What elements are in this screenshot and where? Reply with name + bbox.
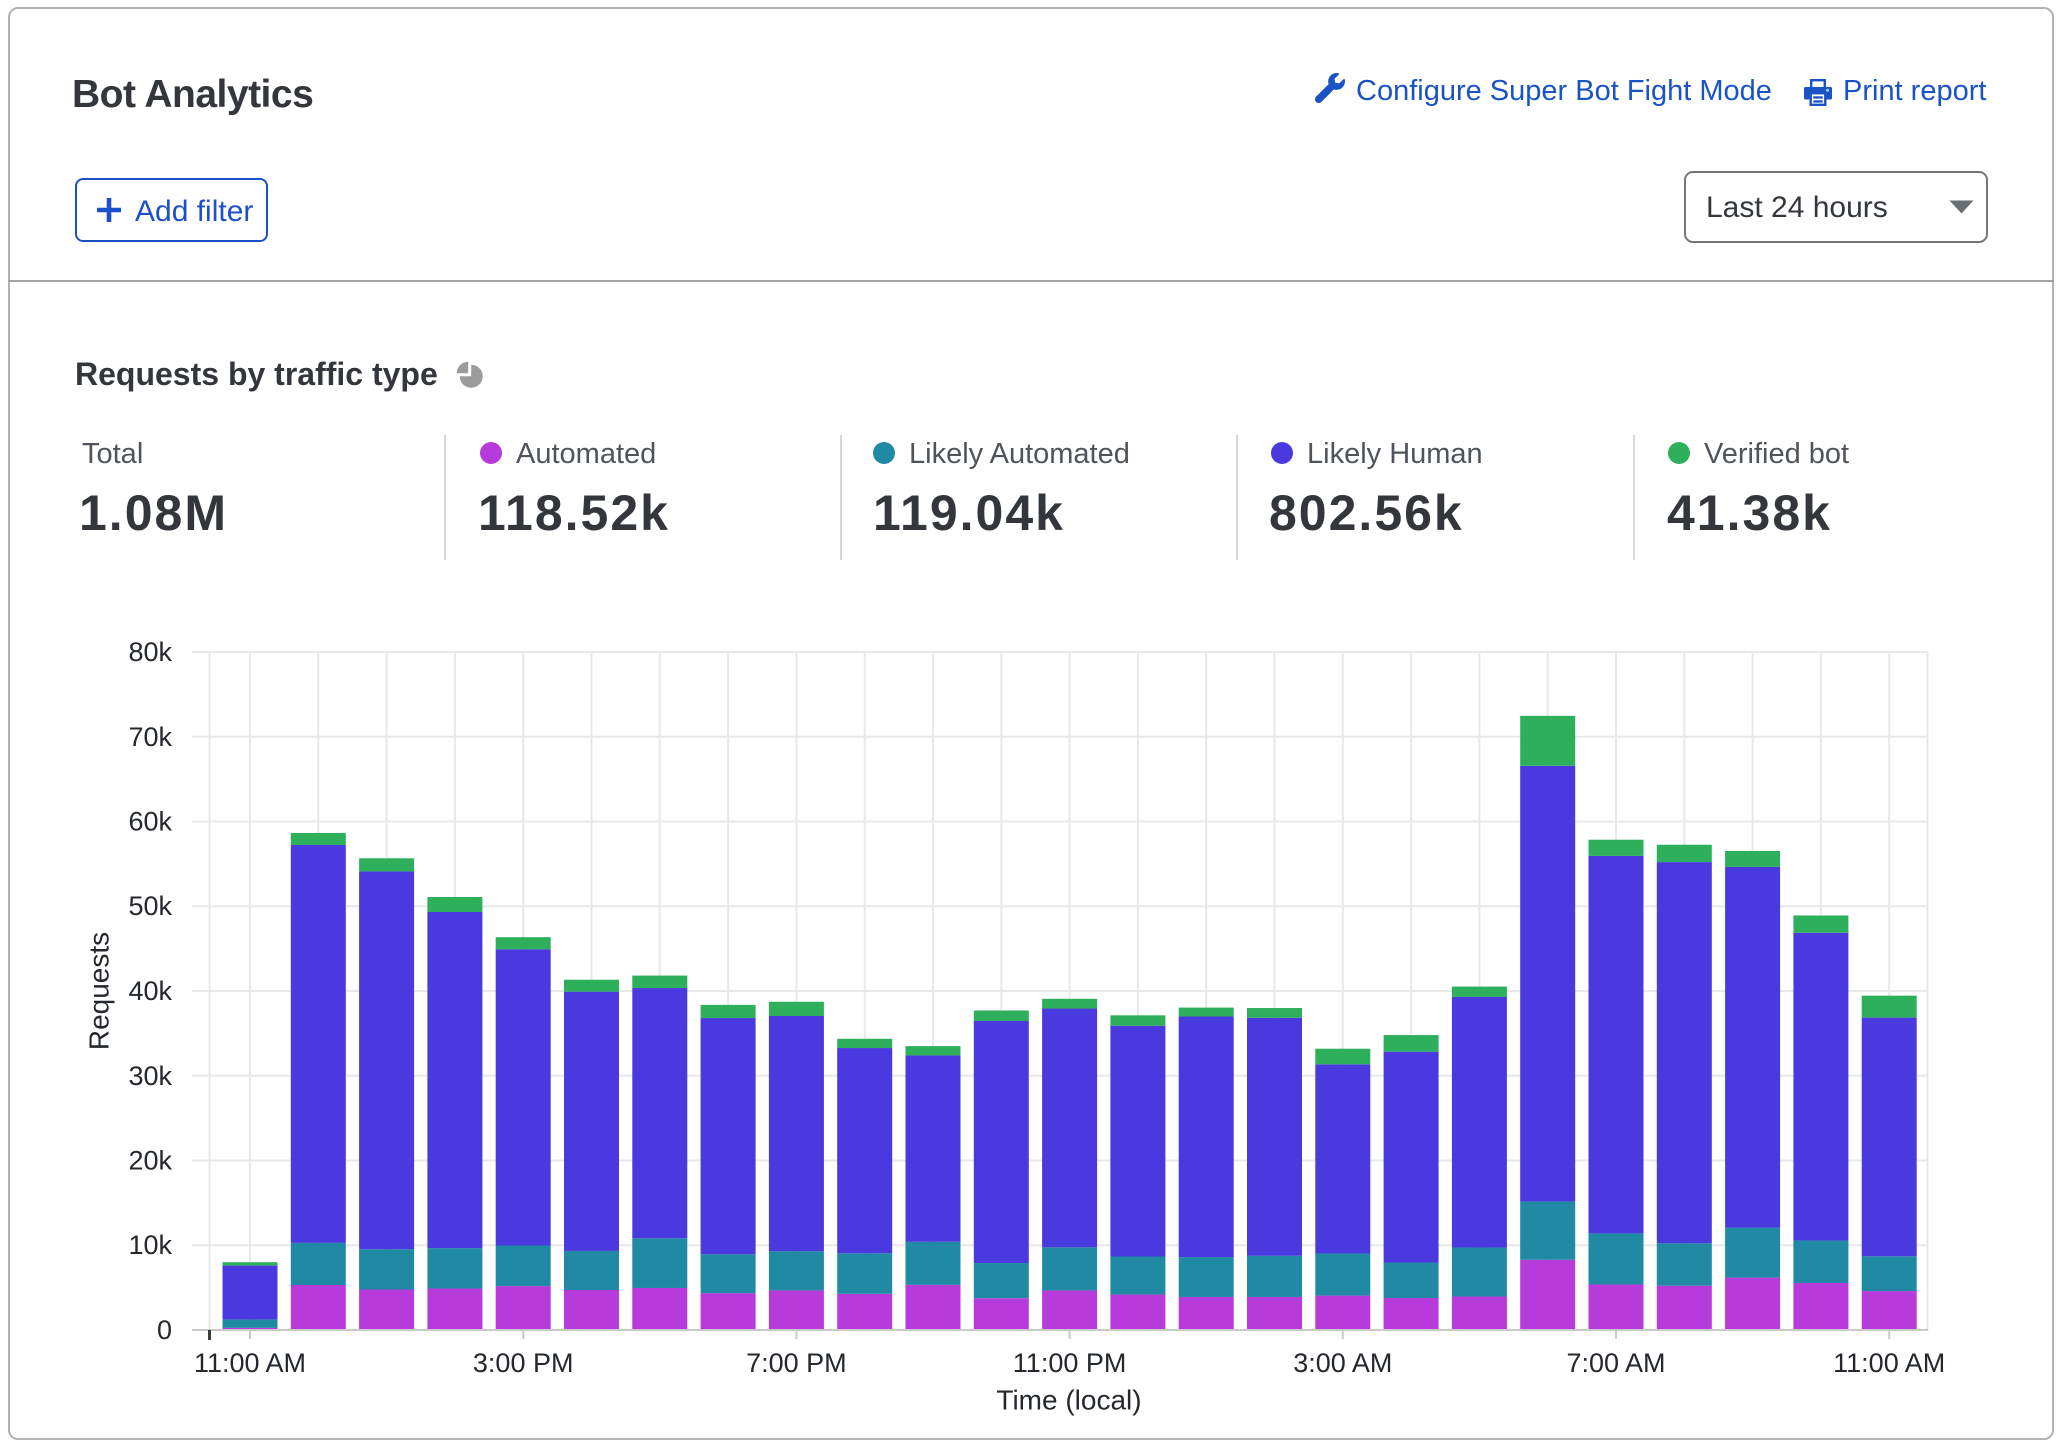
svg-text:3:00 PM: 3:00 PM [473,1348,574,1378]
svg-text:Time (local): Time (local) [996,1385,1141,1416]
svg-text:10k: 10k [128,1230,172,1260]
svg-text:7:00 PM: 7:00 PM [746,1348,847,1378]
svg-text:11:00 AM: 11:00 AM [194,1348,306,1378]
svg-text:50k: 50k [128,891,172,921]
svg-text:70k: 70k [128,722,172,752]
svg-text:7:00 AM: 7:00 AM [1566,1348,1665,1378]
svg-text:80k: 80k [128,637,172,667]
svg-text:30k: 30k [128,1061,172,1091]
svg-text:60k: 60k [128,807,172,837]
svg-text:11:00 PM: 11:00 PM [1013,1348,1127,1378]
svg-text:20k: 20k [128,1146,172,1176]
svg-text:3:00 AM: 3:00 AM [1293,1348,1392,1378]
svg-text:Requests: Requests [84,932,115,1050]
svg-text:0: 0 [157,1315,172,1345]
svg-text:11:00 AM: 11:00 AM [1833,1348,1945,1378]
svg-text:40k: 40k [128,976,172,1006]
